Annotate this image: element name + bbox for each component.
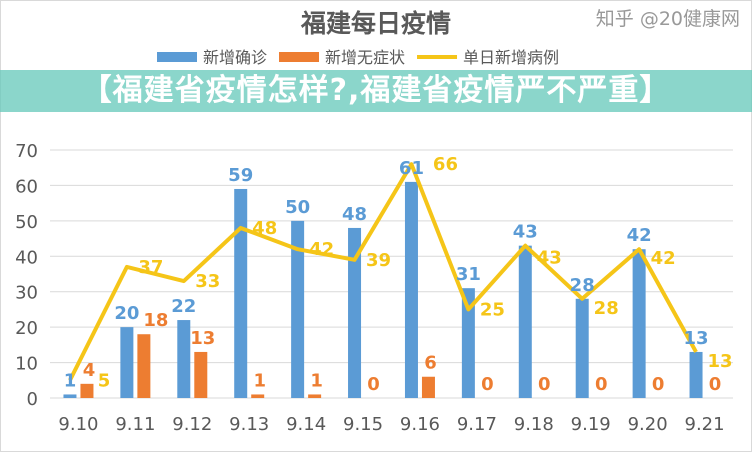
data-label-new-asymptomatic: 13: [190, 328, 215, 349]
line-daily-new-cases: [68, 162, 698, 382]
data-label-new-confirmed: 13: [684, 328, 709, 349]
y-tick-label: 20: [15, 318, 38, 339]
data-label-new-asymptomatic: 4: [83, 360, 96, 381]
legend-label-0: 新增确诊: [203, 48, 267, 67]
bar-new-confirmed: [291, 220, 305, 398]
watermark: 知乎 @20健康网: [595, 8, 740, 30]
data-label-new-confirmed: 50: [285, 197, 310, 218]
data-label-daily-new-cases: 25: [480, 299, 505, 320]
bar-new-confirmed: [348, 227, 362, 398]
data-label-daily-new-cases: 37: [138, 257, 163, 278]
data-label-new-asymptomatic: 1: [310, 370, 323, 391]
data-label-new-confirmed: 42: [627, 225, 652, 246]
bar-new-confirmed: [234, 188, 248, 398]
x-tick-label: 9.10: [58, 414, 98, 435]
data-label-daily-new-cases: 66: [433, 154, 458, 175]
y-tick-label: 10: [15, 354, 38, 375]
data-label-new-asymptomatic: 18: [143, 310, 168, 331]
bar-new-confirmed: [518, 245, 532, 398]
data-label-new-confirmed: 48: [342, 204, 367, 225]
bar-new-asymptomatic: [137, 334, 151, 398]
y-tick-label: 40: [15, 247, 38, 268]
bar-new-confirmed: [461, 288, 475, 398]
data-label-daily-new-cases: 39: [366, 250, 391, 271]
data-label-new-asymptomatic: 1: [253, 370, 266, 391]
y-tick-label: 50: [15, 212, 38, 233]
y-tick-label: 70: [15, 141, 38, 162]
bar-new-confirmed: [689, 351, 703, 398]
x-tick-label: 9.18: [514, 414, 554, 435]
data-label-daily-new-cases: 33: [195, 271, 220, 292]
bar-new-asymptomatic: [80, 383, 94, 398]
data-label-new-asymptomatic: 0: [367, 374, 380, 395]
data-label-new-confirmed: 61: [399, 158, 424, 179]
bar-new-confirmed: [120, 327, 134, 398]
data-label-new-asymptomatic: 0: [595, 374, 608, 395]
data-label-new-asymptomatic: 0: [709, 374, 722, 395]
chart-title: 福建每日疫情: [300, 9, 451, 38]
data-label-daily-new-cases: 43: [537, 248, 562, 269]
x-tick-label: 9.13: [229, 414, 269, 435]
data-label-new-confirmed: 1: [64, 370, 77, 391]
bar-new-asymptomatic: [251, 394, 265, 398]
y-tick-label: 60: [15, 176, 38, 197]
bar-new-confirmed: [632, 249, 646, 398]
x-tick-label: 9.21: [685, 414, 725, 435]
bar-new-confirmed: [404, 181, 418, 398]
headline-banner: 【福建省疫情怎样?,福建省疫情严不严重】: [0, 70, 752, 112]
legend-label-2: 单日新增病例: [463, 48, 559, 67]
x-tick-label: 9.17: [457, 414, 497, 435]
data-label-new-confirmed: 22: [171, 296, 196, 317]
data-label-daily-new-cases: 13: [708, 351, 733, 372]
data-label-new-confirmed: 31: [456, 264, 481, 285]
x-tick-label: 9.14: [286, 414, 326, 435]
data-label-daily-new-cases: 28: [594, 298, 619, 319]
data-label-daily-new-cases: 42: [651, 248, 676, 269]
data-label-new-confirmed: 28: [570, 275, 595, 296]
bar-new-asymptomatic: [308, 394, 322, 398]
y-tick-label: 0: [27, 389, 38, 410]
y-tick-label: 30: [15, 283, 38, 304]
data-label-new-asymptomatic: 0: [481, 374, 494, 395]
bar-new-confirmed: [575, 298, 589, 398]
data-label-daily-new-cases: 42: [309, 239, 334, 260]
bar-new-confirmed: [177, 320, 191, 398]
x-tick-label: 9.11: [115, 414, 155, 435]
data-label-new-confirmed: 59: [228, 165, 253, 186]
data-label-new-confirmed: 43: [513, 222, 538, 243]
bar-new-asymptomatic: [421, 376, 435, 398]
x-tick-label: 9.15: [343, 414, 383, 435]
legend-swatch-1: [279, 52, 320, 62]
banner-text: 【福建省疫情怎样?,福建省疫情严不严重】: [81, 73, 671, 108]
x-tick-label: 9.12: [172, 414, 212, 435]
data-label-new-asymptomatic: 0: [538, 374, 551, 395]
data-label-new-confirmed: 20: [114, 303, 139, 324]
legend-swatch-0: [157, 52, 197, 62]
data-label-daily-new-cases: 48: [252, 218, 277, 239]
x-tick-label: 9.16: [400, 414, 440, 435]
bar-new-asymptomatic: [194, 351, 208, 398]
data-label-daily-new-cases: 5: [98, 370, 111, 391]
x-tick-label: 9.20: [628, 414, 668, 435]
x-tick-label: 9.19: [571, 414, 611, 435]
bar-new-confirmed: [63, 394, 77, 398]
legend-label-1: 新增无症状: [325, 48, 405, 67]
data-label-new-asymptomatic: 0: [652, 374, 665, 395]
data-label-new-asymptomatic: 6: [424, 353, 437, 374]
